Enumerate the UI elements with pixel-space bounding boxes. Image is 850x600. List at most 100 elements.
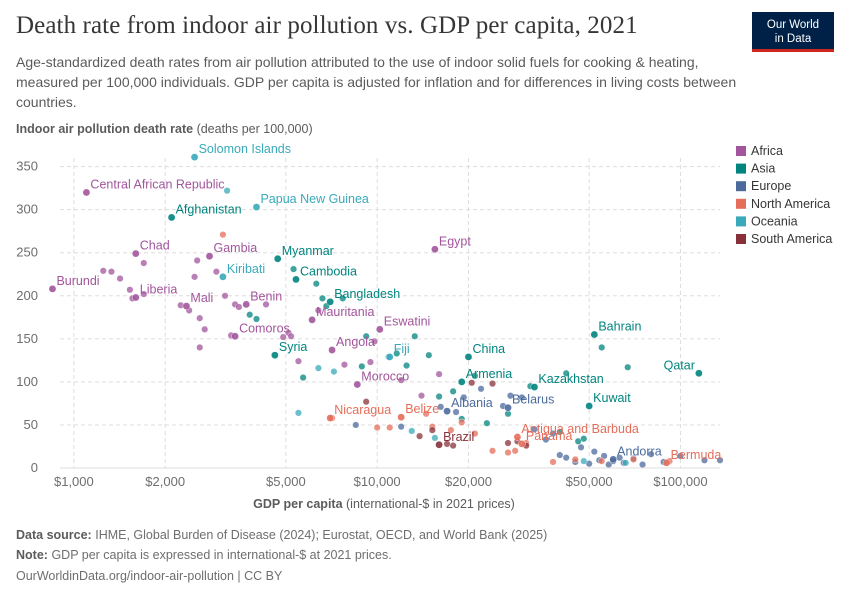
labeled-data-point <box>131 293 140 302</box>
data-point <box>425 351 433 359</box>
data-point <box>262 300 270 308</box>
data-point <box>447 426 455 434</box>
legend-entry: Europe <box>751 179 791 193</box>
data-point <box>140 290 148 298</box>
labeled-data-point <box>205 252 214 260</box>
point-label: Chad <box>140 239 170 253</box>
data-point <box>294 409 302 417</box>
point-label: Kazakhstan <box>538 372 603 386</box>
footer-url[interactable]: OurWorldinData.org/indoor-air-pollution … <box>16 569 283 583</box>
labeled-data-point <box>231 332 239 341</box>
x-axis-title: GDP per capita (international-$ in 2021 … <box>253 497 515 511</box>
point-label: Nicaragua <box>334 403 391 417</box>
point-label: Morocco <box>361 369 409 383</box>
data-point <box>488 447 496 455</box>
data-point <box>99 267 107 275</box>
x-tick-label: $100,000 <box>653 474 707 489</box>
labeled-data-point <box>182 302 191 310</box>
data-point <box>518 393 526 401</box>
y-tick-label: 0 <box>31 460 38 475</box>
point-label: Brazil <box>443 430 474 444</box>
data-point <box>716 456 724 464</box>
data-source-label: Data source: <box>16 528 92 542</box>
y-tick-label: 100 <box>16 374 38 389</box>
point-label: Benin <box>250 289 282 303</box>
data-point <box>590 448 598 456</box>
data-point <box>639 461 647 469</box>
data-point <box>562 454 570 462</box>
point-label: Qatar <box>664 358 695 372</box>
point-label: Cambodia <box>300 264 357 278</box>
labeled-data-point <box>513 433 522 441</box>
point-label: Belize <box>405 402 439 416</box>
legend-entry: Oceania <box>751 214 798 228</box>
data-point <box>235 303 243 311</box>
data-point <box>366 358 374 366</box>
data-point <box>318 294 326 302</box>
data-point <box>506 392 514 400</box>
point-label: Egypt <box>439 234 471 248</box>
data-point <box>530 425 538 433</box>
labeled-data-point <box>662 459 671 467</box>
point-label: Belarus <box>512 393 554 407</box>
data-point <box>416 432 424 440</box>
labeled-data-point <box>530 383 539 391</box>
data-point <box>577 443 585 451</box>
labeled-data-point <box>431 245 439 254</box>
x-tick-label: $10,000 <box>354 474 401 489</box>
legend-entry: Asia <box>751 162 775 176</box>
point-label: Angola <box>336 335 375 349</box>
point-label: Bangladesh <box>334 287 400 301</box>
data-point <box>223 187 231 195</box>
point-label: Burundi <box>56 274 99 288</box>
point-label: Bermuda <box>671 448 722 462</box>
data-point <box>246 311 254 319</box>
data-point <box>504 449 512 457</box>
labeled-data-point <box>48 285 57 293</box>
data-point <box>403 362 411 370</box>
data-point <box>312 280 320 288</box>
labeled-data-point <box>585 402 593 410</box>
data-point <box>299 374 307 382</box>
note-label: Note: <box>16 548 48 562</box>
point-label: Mauritania <box>316 305 374 319</box>
axes: 0 50 100 150 200 250 300 350 $1,000 $2,000 $5,000 $… <box>16 122 708 511</box>
logo-line-2: in Data <box>774 33 812 45</box>
data-point <box>676 452 684 460</box>
point-label: Albania <box>451 396 493 410</box>
labeled-data-point <box>504 403 512 412</box>
data-point <box>598 343 606 351</box>
data-point <box>408 427 416 435</box>
point-label: Armenia <box>466 367 513 381</box>
point-label: Liberia <box>140 283 178 297</box>
data-point <box>417 392 425 400</box>
owid-logo[interactable]: Our World in Data <box>752 12 834 52</box>
x-tick-label: $5,000 <box>266 474 306 489</box>
labeled-data-point <box>385 353 394 361</box>
data-point <box>598 457 606 465</box>
data-point <box>330 368 338 376</box>
legend-entry: South America <box>751 232 832 246</box>
y-tick-label: 350 <box>16 159 38 174</box>
data-point <box>562 369 570 377</box>
point-label: Syria <box>279 340 308 354</box>
point-label: Myanmar <box>282 244 334 258</box>
data-point <box>622 459 630 467</box>
grid-lines <box>60 158 720 469</box>
data-point <box>116 275 124 283</box>
data-point <box>458 418 466 426</box>
data-point <box>373 424 381 432</box>
point-label: Mali <box>190 291 213 305</box>
x-tick-label: $20,000 <box>445 474 492 489</box>
data-point <box>191 273 199 281</box>
data-point <box>386 424 394 432</box>
data-point <box>339 294 347 302</box>
data-point <box>371 337 379 345</box>
point-label: Eswatini <box>384 314 431 328</box>
labeled-data-point <box>273 254 282 263</box>
y-tick-label: 200 <box>16 288 38 303</box>
data-point <box>504 439 512 447</box>
data-point <box>468 379 476 387</box>
data-point <box>279 333 287 341</box>
